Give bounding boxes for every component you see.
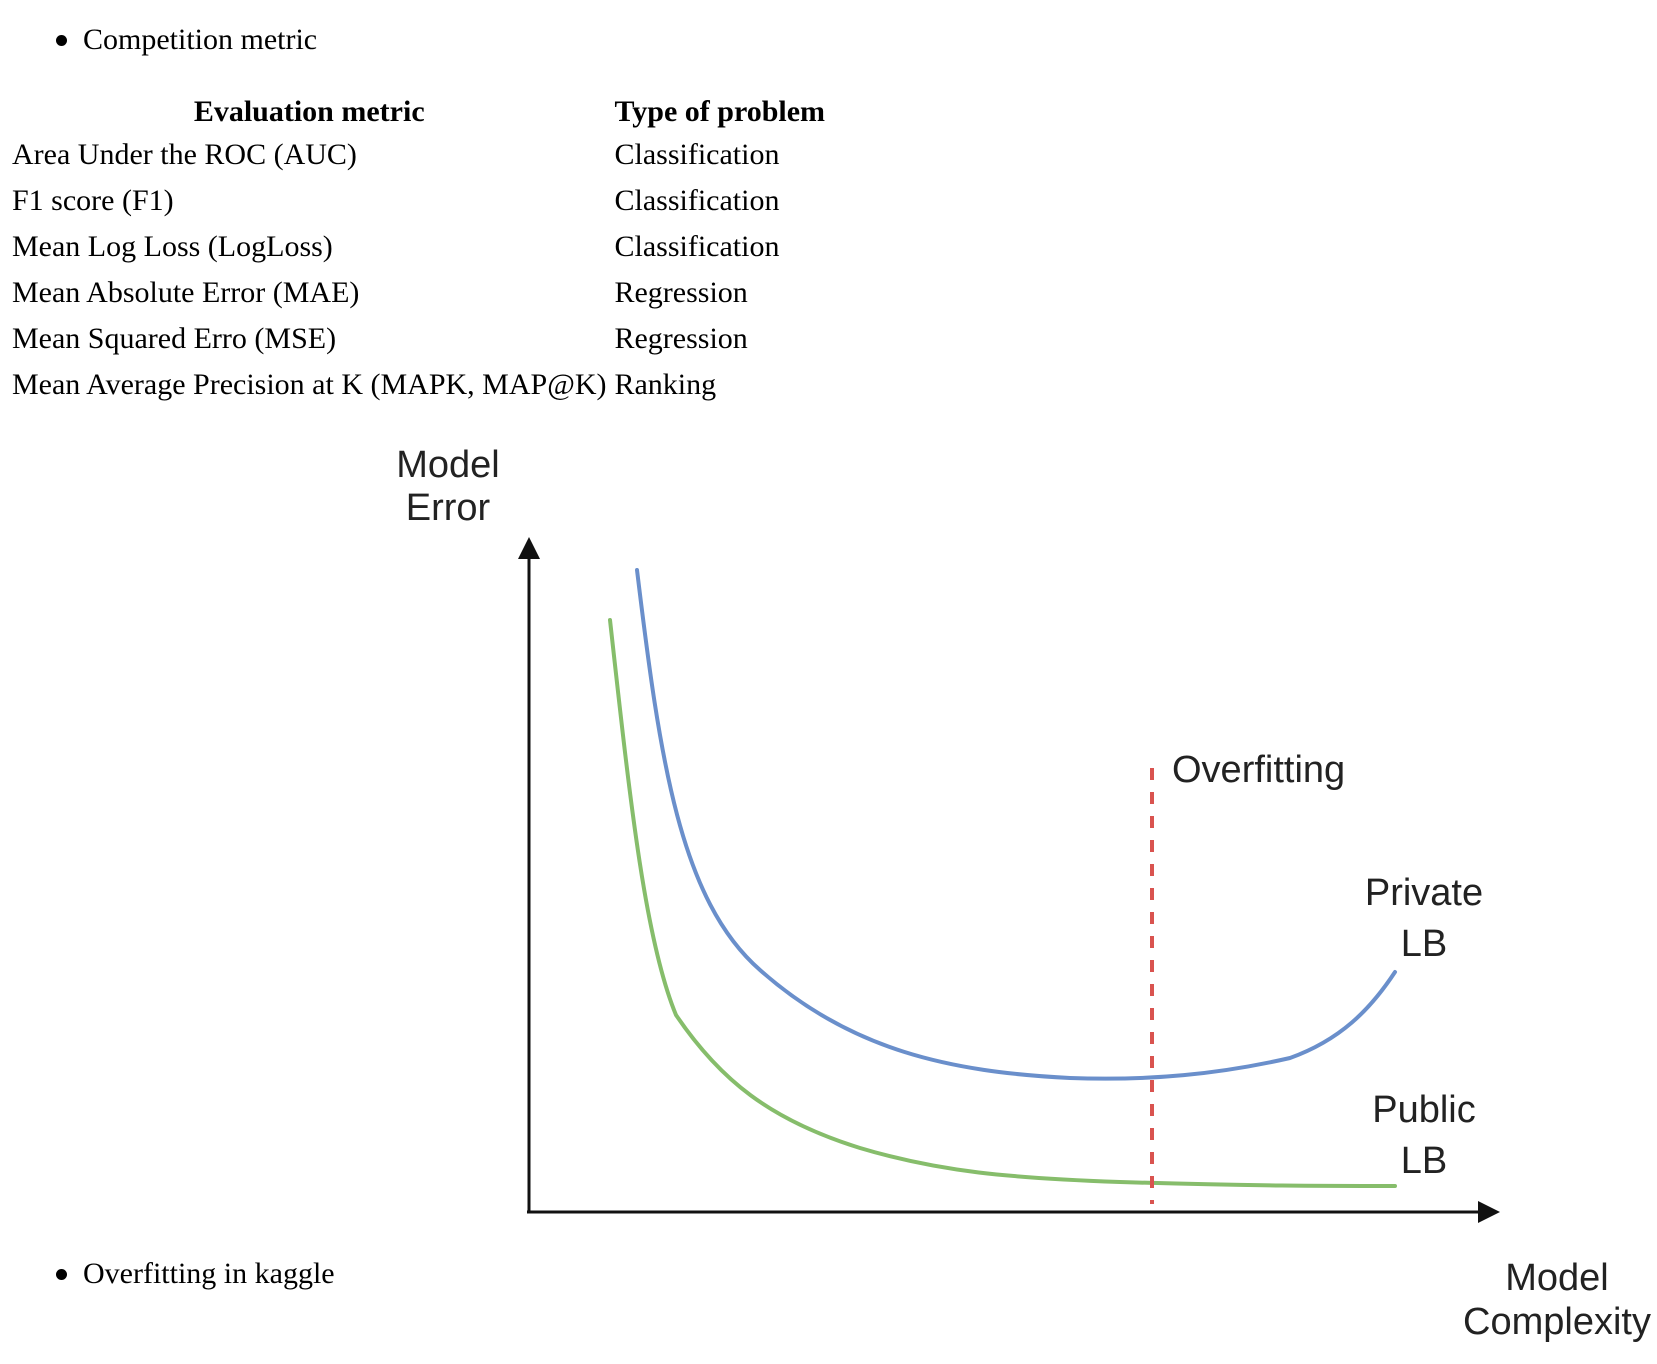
table-row: Mean Average Precision at K (MAPK, MAP@K… [8,362,829,408]
public-lb-label-line2: LB [1401,1140,1447,1182]
bullet-overfitting-in-kaggle: Overfitting in kaggle [56,1256,335,1292]
public-lb-curve [608,618,1397,1188]
table-row: F1 score (F1) Classification [8,178,829,224]
header-type-of-problem: Type of problem [614,95,826,128]
header-evaluation-metric: Evaluation metric [193,95,425,128]
metric-cell: Area Under the ROC (AUC) [12,138,357,171]
type-cell: Classification [614,184,780,217]
x-axis-label-line2: Complexity [1463,1301,1651,1343]
bullet-text: Overfitting in kaggle [83,1257,335,1290]
bullet-dot-icon [56,34,67,46]
bullet-dot-icon [56,1268,67,1280]
private-lb-curve [635,568,1397,1081]
metric-cell: Mean Log Loss (LogLoss) [12,230,333,263]
x-axis-arrow-icon [1478,1201,1500,1223]
bullet-text: Competition metric [83,23,318,56]
bullet-competition-metric: Competition metric [56,22,317,58]
public-lb-label-line1: Public [1372,1089,1476,1131]
table-row: Mean Absolute Error (MAE) Regression [8,270,829,316]
private-lb-label-line1: Private [1365,872,1483,914]
y-axis-label-line1: Model [396,444,500,486]
type-cell: Regression [614,276,748,309]
y-axis-arrow-icon [518,537,540,559]
metric-cell: F1 score (F1) [12,184,174,217]
table-row: Mean Log Loss (LogLoss) Classification [8,224,829,270]
metric-cell: Mean Absolute Error (MAE) [12,276,360,309]
metric-cell: Mean Squared Erro (MSE) [12,322,337,355]
type-cell: Classification [614,230,780,263]
type-cell: Ranking [614,368,717,401]
table-row: Area Under the ROC (AUC) Classification [8,132,829,178]
metric-table: Evaluation metric Type of problem Area U… [8,92,829,408]
overfitting-label: Overfitting [1172,749,1345,791]
table-header-row: Evaluation metric Type of problem [8,92,829,132]
metric-cell: Mean Average Precision at K (MAPK, MAP@K… [12,368,607,401]
type-cell: Classification [614,138,780,171]
type-cell: Regression [614,322,748,355]
x-axis-label-line1: Model [1505,1257,1609,1299]
y-axis-label-line2: Error [406,487,491,529]
table-row: Mean Squared Erro (MSE) Regression [8,316,829,362]
private-lb-label-line2: LB [1401,923,1447,965]
